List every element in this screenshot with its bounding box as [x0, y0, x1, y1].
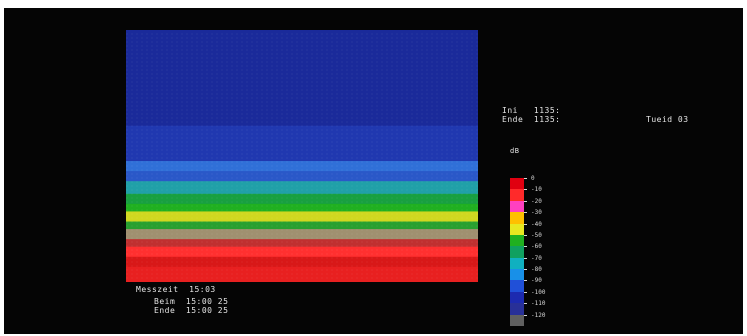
colorbar-tick-label: -20 — [531, 197, 542, 205]
spectrogram-band — [126, 125, 478, 162]
colorbar — [510, 178, 524, 327]
readout-end: Ende 1135: — [502, 115, 561, 124]
colorbar-segment — [510, 314, 524, 327]
colorbar-tick-label: -70 — [531, 254, 542, 262]
colorbar-segment — [510, 223, 524, 236]
readout-start: Ini 1135: — [502, 106, 561, 115]
colorbar-tick — [524, 314, 527, 316]
spectrogram-screen: Ini 1135: Ende 1135: Tueid 03 dB 0 -10 -20… — [4, 8, 743, 334]
readout-bottom-detail-1: Beim 15:00 25 — [154, 297, 229, 306]
colorbar-tick — [524, 234, 527, 236]
colorbar-tick-label: -50 — [531, 231, 542, 239]
spectrogram-plot — [126, 30, 478, 282]
colorbar-segment — [510, 178, 524, 190]
colorbar-segment — [510, 212, 524, 225]
colorbar-tick — [524, 246, 527, 248]
spectrogram-band — [126, 30, 478, 127]
readout-right: Tueid 03 — [646, 115, 689, 124]
spectrogram-band — [126, 246, 478, 258]
colorbar-tick — [524, 178, 527, 179]
colorbar-tick-label: -90 — [531, 277, 542, 285]
colorbar-segment — [510, 257, 524, 270]
colorbar-segment — [510, 200, 524, 213]
spectrogram-band — [126, 193, 478, 205]
colorbar-unit: dB — [510, 147, 520, 155]
colorbar-segment — [510, 280, 524, 293]
colorbar-segment — [510, 246, 524, 259]
colorbar-tick — [524, 303, 527, 305]
colorbar-tick — [524, 212, 527, 214]
colorbar-tick-label: -10 — [531, 186, 542, 194]
colorbar-tick — [524, 280, 527, 282]
colorbar-tick-label: -30 — [531, 209, 542, 217]
colorbar-tick-label: -100 — [531, 288, 546, 296]
colorbar-tick-label: -120 — [531, 311, 546, 319]
colorbar-tick-label: 0 — [531, 175, 535, 182]
spectrogram-band — [126, 221, 478, 230]
colorbar-tick — [524, 257, 527, 259]
readout-bottom: Messzeit 15:03 — [136, 285, 216, 294]
colorbar-tick-label: -80 — [531, 266, 542, 274]
colorbar-tick — [524, 291, 527, 293]
colorbar-tick — [524, 189, 527, 191]
spectrogram-band — [126, 239, 478, 248]
colorbar-segment — [510, 303, 524, 316]
colorbar-segment — [510, 234, 524, 247]
colorbar-segment — [510, 269, 524, 281]
colorbar-tick-label: -40 — [531, 220, 542, 228]
spectrogram-band — [126, 171, 478, 182]
colorbar-segment — [510, 291, 524, 304]
spectrogram-band — [126, 181, 478, 195]
spectrogram-band — [126, 211, 478, 223]
readout-bottom-detail-2: Ende 15:00 25 — [154, 306, 229, 315]
colorbar-tick — [524, 223, 527, 225]
colorbar-tick — [524, 269, 527, 271]
colorbar-segment — [510, 189, 524, 202]
spectrogram-band — [126, 161, 478, 172]
colorbar-tick-label: -110 — [531, 300, 546, 308]
colorbar-tick-label: -60 — [531, 243, 542, 251]
spectrogram-band — [126, 203, 478, 212]
spectrogram-band — [126, 266, 478, 282]
spectrogram-band — [126, 229, 478, 240]
colorbar-tick — [524, 200, 527, 202]
spectrogram-band — [126, 256, 478, 268]
